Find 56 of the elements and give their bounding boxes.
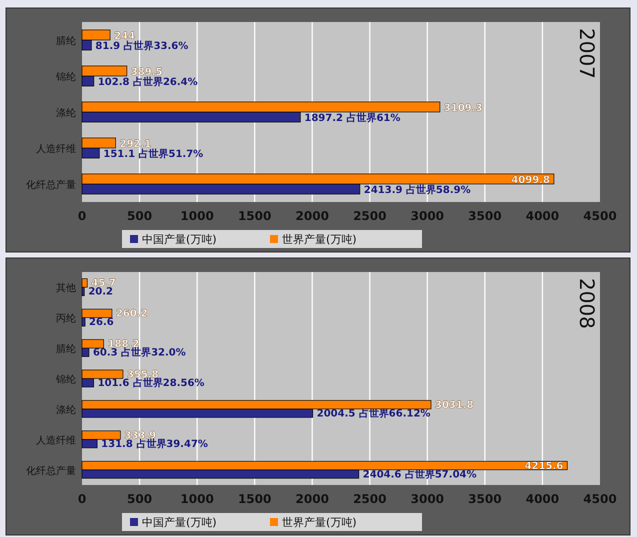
y-tick-label: 锦纶 [55,374,76,386]
data-label: 81.9 占世界33.6% [95,40,188,52]
data-label: 3031.8 [434,400,474,411]
x-tick-label: 0 [78,209,86,223]
data-label: 101.6 占世界28.56% [98,377,204,390]
x-tick-label: 3000 [410,492,444,506]
data-label: 102.8 占世界26.4% [98,76,198,88]
x-tick-label: 4000 [526,492,560,506]
data-label: 4099.8 [511,175,550,186]
data-label: 4215.6 [524,460,564,472]
x-tick-label: 4000 [526,209,560,223]
data-label: 292.1 [120,139,152,150]
x-tick-label: 4500 [583,209,617,223]
data-label: 131.8 占世界39.47% [101,438,208,450]
y-tick-label: 化纤总产量 [26,179,76,191]
x-tick-label: 2500 [353,492,386,506]
x-tick-label: 0 [78,492,86,506]
legend-label: 世界产量(万吨) [282,516,357,529]
x-tick-label: 4500 [583,492,617,506]
y-tick-label: 丙纶 [56,312,76,325]
data-label: 389.5 [130,67,163,78]
y-tick-label: 化纤总产量 [26,464,76,477]
data-label: 151.1 占世界51.7% [103,148,204,160]
x-tick-label: 1500 [238,492,272,506]
y-tick-label: 涤纶 [56,404,76,416]
x-tick-label: 3500 [468,209,502,223]
y-tick-label: 锦纶 [55,71,76,83]
data-label: 26.6 [89,317,114,328]
x-tick-label: 2000 [296,209,329,223]
legend-label: 中国产量(万吨) [142,233,217,246]
legend-label: 中国产量(万吨) [142,516,217,529]
legend-label: 世界产量(万吨) [282,233,357,246]
data-label: 260.2 [116,308,148,320]
text: 2007 [575,28,599,79]
data-label: 20.2 [88,286,114,298]
data-label: 244 [114,31,136,42]
data-label: 1897.2 占世界61% [304,112,400,124]
x-tick-label: 1000 [180,209,214,223]
x-tick-label: 1000 [180,492,214,506]
x-tick-label: 3000 [410,209,444,223]
data-label: 3109.3 [444,103,483,114]
text: 2008 [575,278,599,329]
y-tick-label: 其他 [56,282,76,294]
x-tick-label: 3500 [468,492,502,506]
y-tick-label: 腈纶 [56,343,76,356]
x-tick-label: 1500 [238,209,272,223]
x-tick-label: 500 [127,209,152,223]
y-tick-label: 腈纶 [56,35,76,47]
y-tick-label: 人造纤维 [36,143,76,155]
y-tick-label: 人造纤维 [36,434,76,446]
x-tick-label: 2500 [353,209,386,223]
data-label: 2004.5 占世界66.12% [316,407,430,420]
x-tick-label: 2000 [296,492,329,506]
y-tick-label: 涤纶 [56,107,76,119]
data-label: 2413.9 占世界58.9% [364,184,471,196]
x-tick-label: 500 [127,492,152,506]
